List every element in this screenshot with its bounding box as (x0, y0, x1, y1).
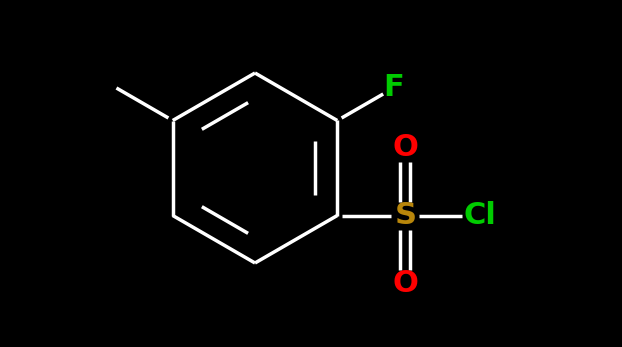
Text: Cl: Cl (464, 201, 497, 230)
Text: S: S (394, 201, 416, 230)
Text: F: F (383, 74, 404, 102)
Text: O: O (392, 269, 418, 298)
Text: O: O (392, 133, 418, 162)
